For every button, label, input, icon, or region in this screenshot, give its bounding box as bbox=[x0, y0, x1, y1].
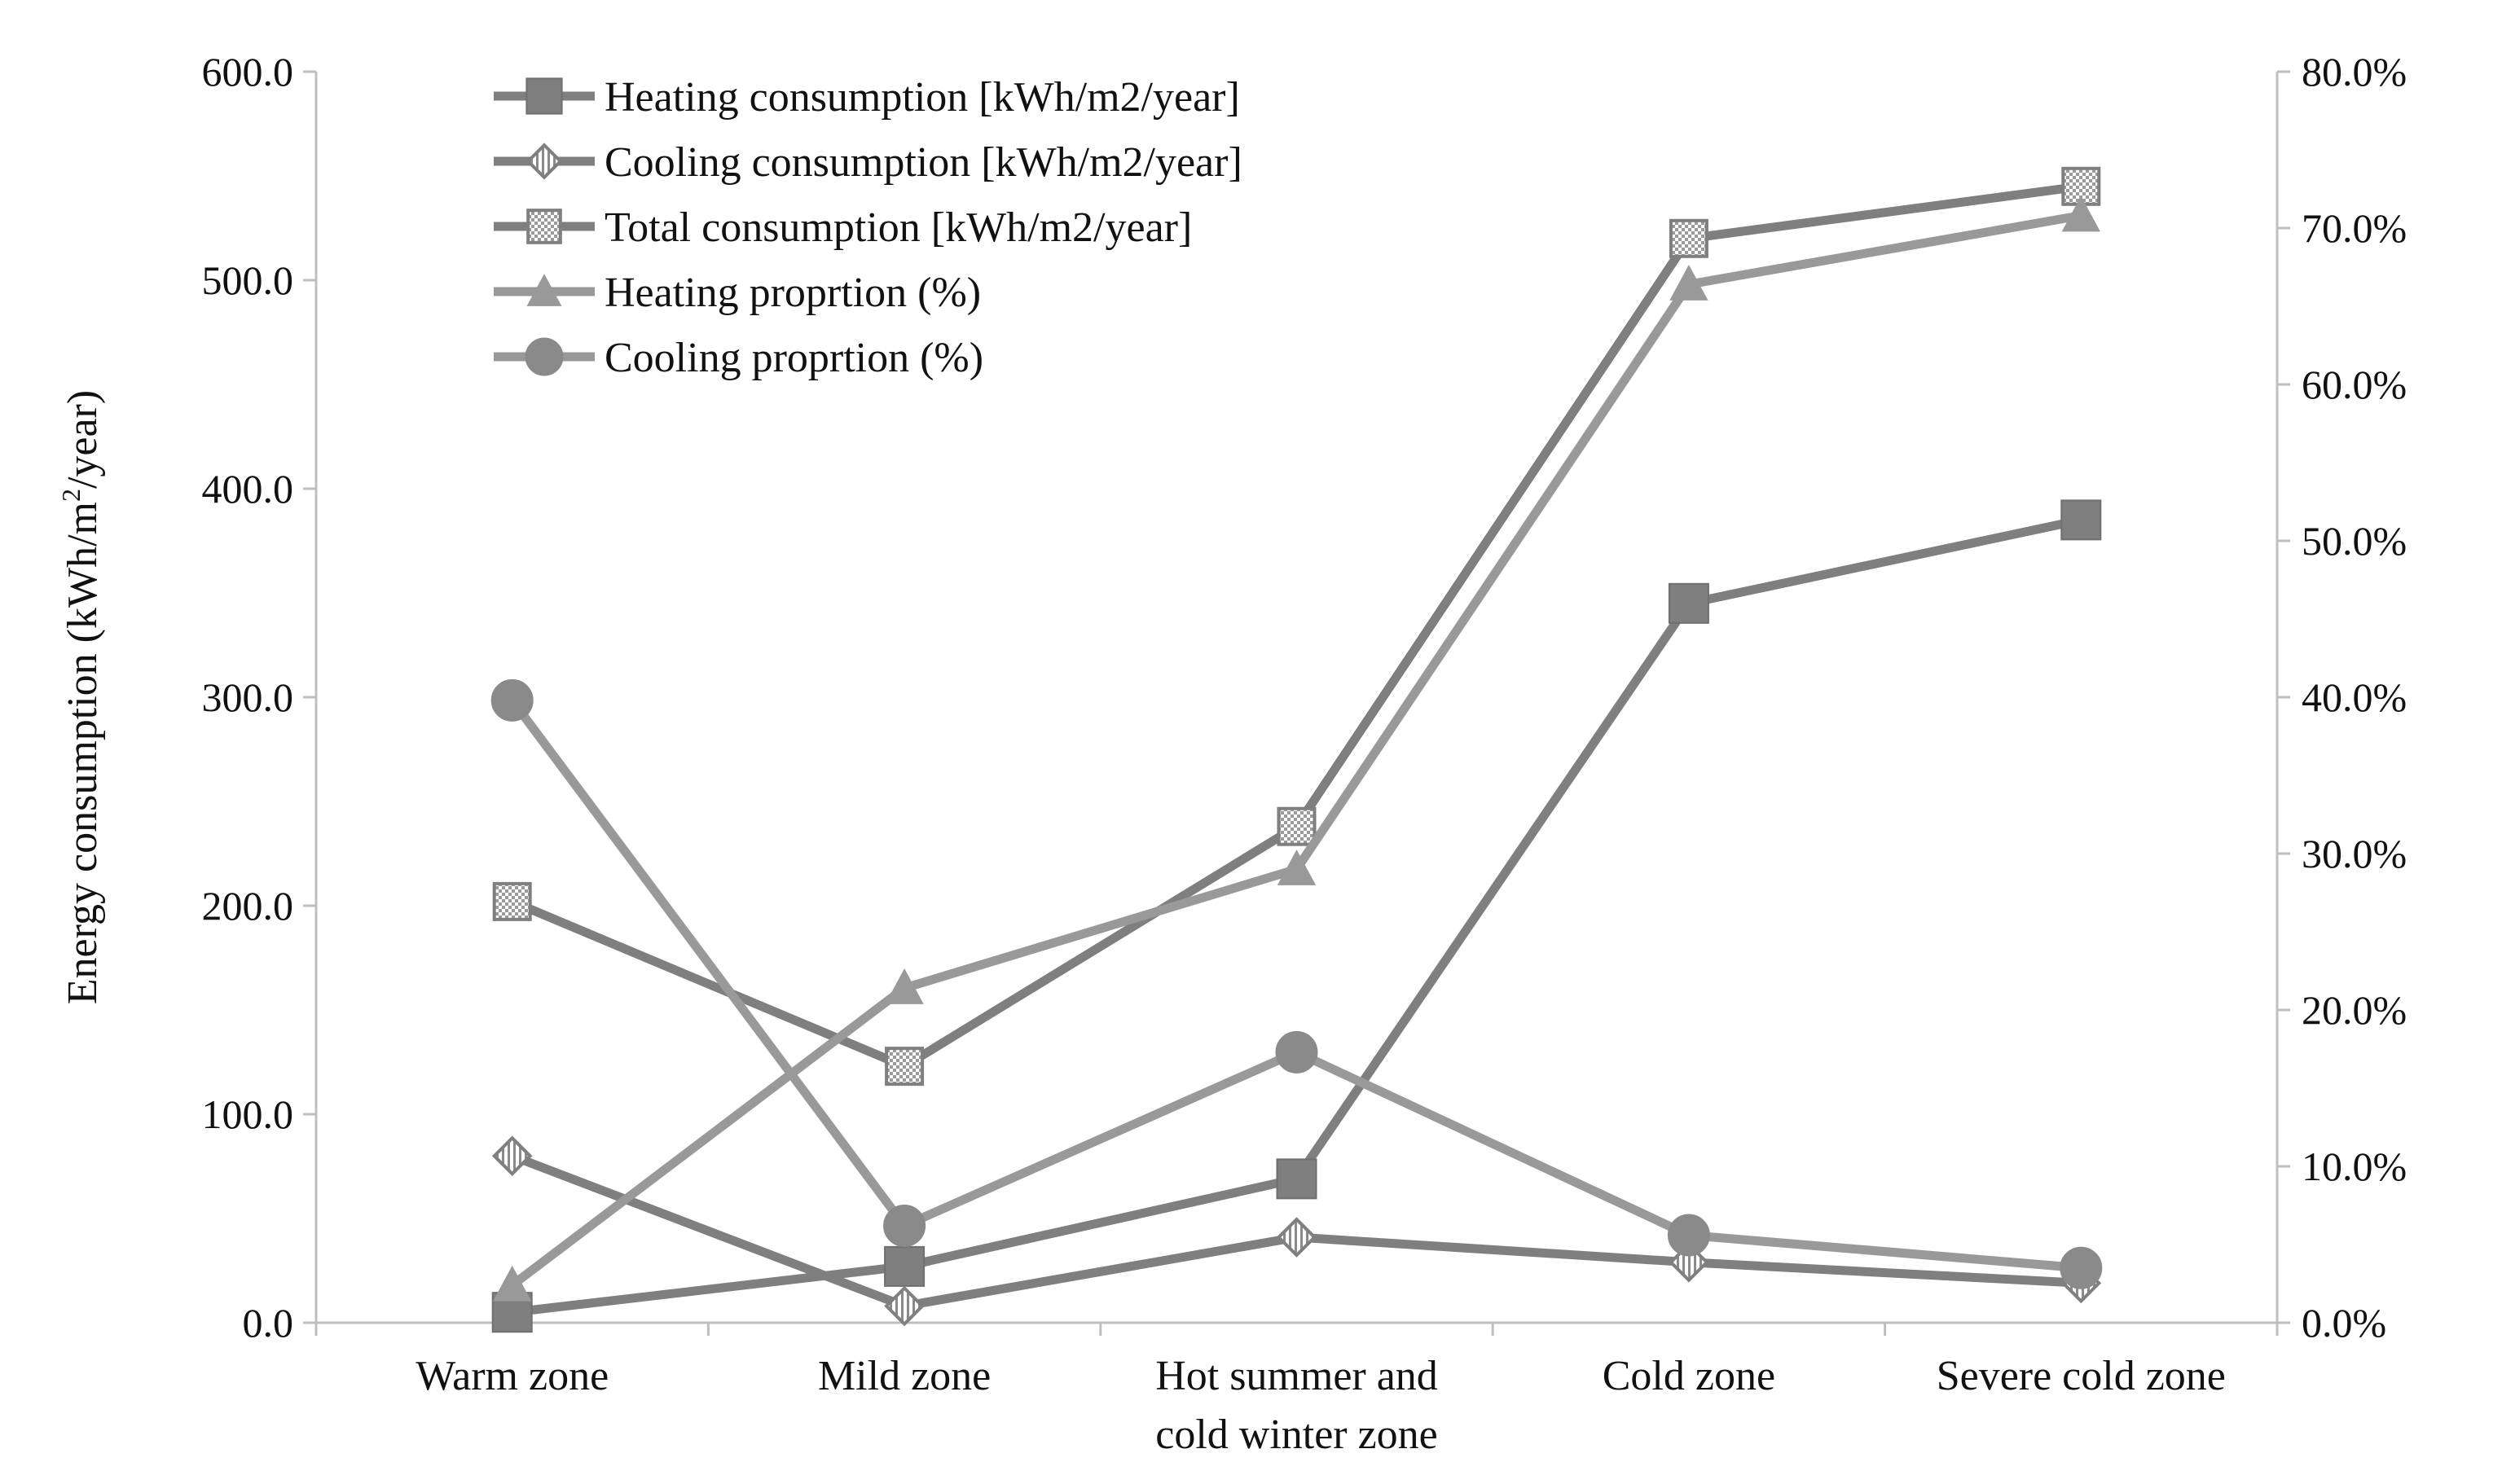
x-axis-categories: Warm zone Mild zone Hot summer and cold win… bbox=[314, 1323, 2279, 1458]
data-point bbox=[491, 1135, 533, 1177]
legend-marker-diamond bbox=[525, 143, 563, 180]
series-circle bbox=[490, 678, 2103, 1289]
data-point bbox=[885, 968, 924, 1004]
series-checker bbox=[492, 166, 2101, 1087]
legend-marker-checker bbox=[526, 209, 562, 244]
data-point bbox=[885, 1047, 925, 1087]
legend-marker-triangle bbox=[526, 274, 562, 306]
legend-entry: Cooling consumption [kWh/m2/year] bbox=[494, 139, 1242, 186]
plot-frame bbox=[314, 72, 2279, 1324]
right-tick-label: 20.0% bbox=[2302, 987, 2407, 1033]
left-tick-label: 400.0 bbox=[202, 466, 294, 511]
legend-label: Heating consumption [kWh/m2/year] bbox=[605, 74, 1240, 121]
legend-marker-square bbox=[525, 77, 563, 115]
series-triangle bbox=[493, 195, 2100, 1302]
data-point bbox=[490, 678, 534, 722]
left-tick-label: 500.0 bbox=[202, 257, 294, 303]
data-point bbox=[1276, 1158, 1317, 1200]
data-point bbox=[883, 1204, 926, 1247]
data-point bbox=[1669, 218, 1708, 258]
legend: Heating consumption [kWh/m2/year] Cooling… bbox=[494, 74, 1242, 381]
legend-entry: Heating consumption [kWh/m2/year] bbox=[494, 74, 1240, 121]
data-point bbox=[1277, 806, 1317, 846]
data-point bbox=[493, 1265, 532, 1302]
right-tick-label: 30.0% bbox=[2302, 831, 2407, 876]
right-tick-label: 50.0% bbox=[2302, 518, 2407, 564]
x-category-label: Hot summer and cold winter zone bbox=[1155, 1353, 1438, 1458]
legend-entry: Cooling proprtion (%) bbox=[494, 335, 983, 381]
data-point bbox=[884, 1245, 926, 1287]
y-axis-label: Energy consumption (kWh/m2/year) bbox=[56, 390, 106, 1004]
left-tick-label: 200.0 bbox=[202, 883, 294, 929]
legend-entry: Total consumption [kWh/m2/year] bbox=[494, 204, 1192, 251]
data-point bbox=[492, 881, 532, 921]
right-tick-label: 40.0% bbox=[2302, 674, 2407, 720]
data-point bbox=[1667, 1214, 1710, 1257]
x-category-label: Severe cold zone bbox=[1937, 1353, 2226, 1399]
x-category-label: Cold zone bbox=[1603, 1353, 1775, 1399]
legend-label: Cooling consumption [kWh/m2/year] bbox=[605, 139, 1242, 186]
right-tick-label: 60.0% bbox=[2302, 362, 2407, 407]
data-point bbox=[1668, 582, 1709, 624]
series-group bbox=[490, 166, 2103, 1333]
series-line bbox=[510, 182, 2082, 1071]
series-square bbox=[491, 499, 2102, 1333]
legend-label: Total consumption [kWh/m2/year] bbox=[605, 204, 1192, 251]
right-tick-label: 70.0% bbox=[2302, 205, 2407, 251]
legend-label: Cooling proprtion (%) bbox=[605, 335, 983, 381]
right-tick-label: 80.0% bbox=[2302, 49, 2407, 94]
legend-entry: Heating proprtion (%) bbox=[494, 270, 981, 316]
left-tick-label: 600.0 bbox=[202, 49, 294, 94]
data-point bbox=[1277, 850, 1317, 885]
right-tick-label: 10.0% bbox=[2302, 1144, 2407, 1189]
data-point bbox=[1275, 1030, 1318, 1073]
data-point bbox=[884, 1285, 925, 1327]
left-tick-label: 0.0 bbox=[243, 1300, 294, 1346]
left-tick-label: 100.0 bbox=[202, 1091, 294, 1137]
data-point bbox=[2061, 195, 2100, 232]
x-category-label: Warm zone bbox=[416, 1353, 609, 1399]
x-category-label: Mild zone bbox=[818, 1353, 991, 1399]
legend-label: Heating proprtion (%) bbox=[605, 270, 981, 316]
left-tick-label: 300.0 bbox=[202, 674, 294, 720]
data-point bbox=[2060, 1246, 2103, 1289]
right-axis-ticks: 0.0% 10.0% 20.0% 30.0% 40.0% 50.0% 60.0% 70.0% 8… bbox=[2277, 49, 2407, 1346]
data-point bbox=[1276, 1217, 1317, 1258]
data-point bbox=[2060, 499, 2102, 541]
right-tick-label: 0.0% bbox=[2302, 1300, 2386, 1346]
legend-marker-circle bbox=[525, 337, 564, 376]
left-axis-ticks: 0.0 100.0 200.0 300.0 400.0 500.0 600.0 bbox=[202, 49, 316, 1346]
data-point bbox=[1669, 265, 1708, 301]
